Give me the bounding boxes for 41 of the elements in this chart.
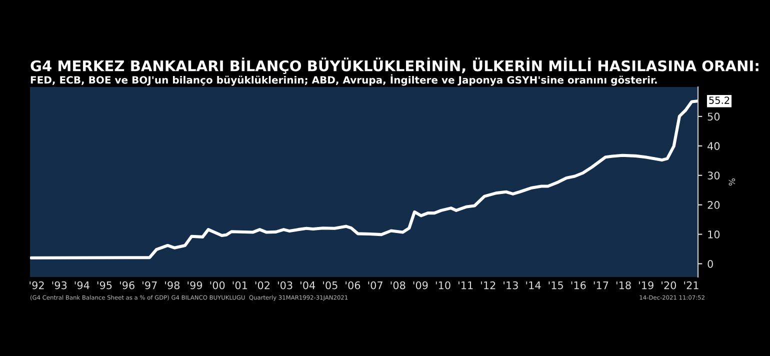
chart-subtitle: FED, ECB, BOE ve BOJ'un bilanço büyüklüklerinin; ABD, Avrupa, İngiltere ve Japonya GSYH'sine oranını gösterir. [30, 74, 657, 86]
x-tick-label: '93 [52, 281, 67, 290]
y-tick-label: 0 [708, 260, 713, 268]
x-tick-label: '00 [210, 281, 225, 290]
x-tick-label: '97 [142, 281, 157, 290]
y-tick-label: 20 [708, 201, 720, 209]
chart-title: G4 MERKEZ BANKALARI BİLANÇO BÜYÜKLÜKLERİNİN, ÜLKERİN MİLLİ HASILASINA ORANI: [30, 58, 758, 74]
x-tick-label: '12 [481, 281, 496, 290]
data-label: 55.2 [709, 96, 730, 104]
y-tick-label: 30 [708, 172, 720, 180]
x-tick-label: '14 [526, 281, 541, 290]
x-tick-label: '03 [278, 281, 292, 290]
x-tick-label: '21 [684, 281, 698, 290]
x-tick-label: '99 [188, 281, 202, 290]
x-tick-label: '13 [504, 281, 518, 290]
x-tick-label: '19 [639, 281, 654, 290]
y-tick-label: 10 [708, 230, 720, 238]
x-tick-label: '94 [74, 281, 90, 290]
y-axis-title: % [728, 178, 736, 186]
x-tick-label: '98 [165, 281, 180, 290]
x-tick-label: '11 [458, 281, 473, 290]
x-tick-label: '95 [97, 281, 112, 290]
x-tick-label: '16 [571, 281, 586, 290]
x-tick-label: '08 [390, 281, 406, 290]
x-tick-label: '09 [413, 281, 428, 290]
x-tick-label: '06 [346, 281, 360, 290]
y-tick-label: 40 [708, 142, 720, 150]
x-tick-label: '10 [436, 281, 450, 290]
x-tick-label: '04 [300, 281, 316, 290]
x-tick-label: '20 [662, 281, 676, 290]
y-tick-label: 50 [708, 112, 720, 121]
x-tick-label: '92 [30, 281, 44, 290]
x-tick-label: '96 [120, 281, 134, 290]
x-tick-label: '15 [548, 281, 563, 290]
x-tick-label: '17 [594, 281, 608, 290]
x-tick-label: '01 [232, 281, 247, 290]
x-tick-label: '05 [323, 281, 338, 290]
x-tick-label: '02 [255, 281, 270, 290]
x-tick-label: '18 [616, 281, 631, 290]
x-tick-label: '07 [368, 281, 382, 290]
line-series [30, 100, 698, 260]
